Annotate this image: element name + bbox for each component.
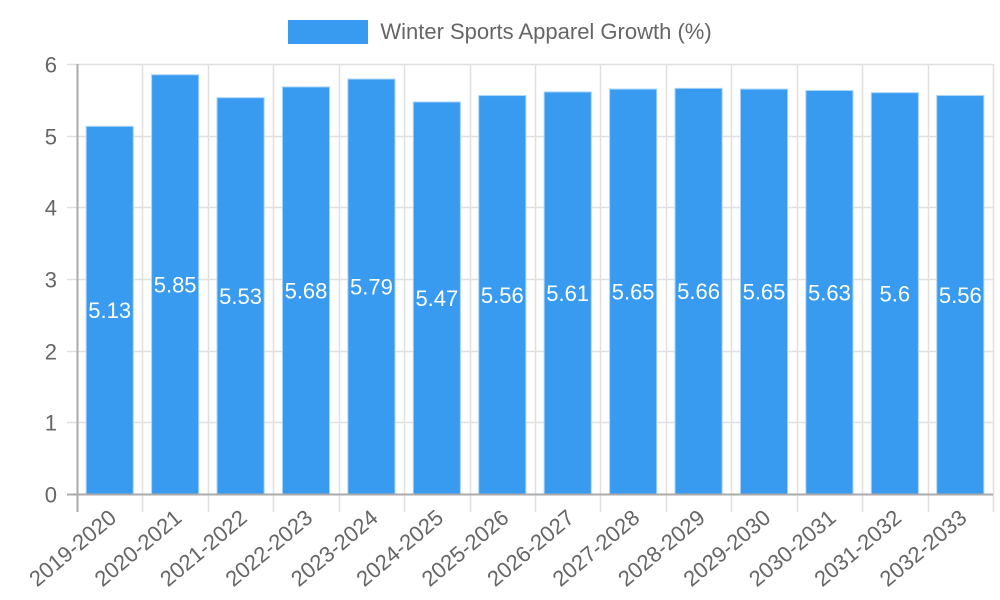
bar-value-label: 5.68 bbox=[285, 278, 328, 303]
bars bbox=[85, 74, 985, 495]
bar-value-label: 5.65 bbox=[743, 280, 786, 305]
y-axis-ticks: 0 1 2 3 4 5 6 bbox=[45, 53, 57, 508]
bar-value-label: 5.47 bbox=[415, 286, 458, 311]
axes bbox=[67, 64, 993, 512]
bar[interactable] bbox=[412, 101, 461, 495]
bar[interactable] bbox=[870, 92, 919, 495]
y-tick-label: 5 bbox=[45, 125, 57, 150]
gridlines bbox=[67, 63, 995, 512]
bar[interactable] bbox=[936, 95, 985, 495]
legend-swatch bbox=[288, 20, 369, 44]
bar[interactable] bbox=[609, 88, 658, 495]
bar[interactable] bbox=[281, 86, 331, 495]
bar-value-label: 5.79 bbox=[350, 275, 393, 300]
y-tick-label: 6 bbox=[45, 53, 57, 78]
bar-value-label: 5.6 bbox=[880, 281, 911, 306]
legend-item[interactable]: Winter Sports Apparel Growth (%) bbox=[288, 19, 712, 45]
bar-value-label: 5.56 bbox=[481, 283, 524, 308]
legend: Winter Sports Apparel Growth (%) bbox=[0, 16, 1000, 48]
value-labels: 5.13 5.85 5.53 5.68 5.79 5.47 5.56 5.61 5.65 5.66… bbox=[88, 272, 981, 323]
y-tick-label: 3 bbox=[45, 268, 57, 293]
bar-value-label: 5.63 bbox=[808, 280, 851, 305]
y-tick-label: 4 bbox=[45, 196, 57, 221]
bar-value-label: 5.85 bbox=[154, 272, 197, 297]
bar[interactable] bbox=[674, 87, 723, 495]
legend-label: Winter Sports Apparel Growth (%) bbox=[380, 19, 712, 44]
bar[interactable] bbox=[85, 125, 134, 495]
bar[interactable] bbox=[739, 88, 789, 495]
bar[interactable] bbox=[805, 90, 854, 495]
bar-value-label: 5.61 bbox=[546, 281, 589, 306]
bar-value-label: 5.13 bbox=[88, 298, 131, 323]
y-tick-label: 1 bbox=[45, 411, 57, 436]
bar-value-label: 5.56 bbox=[939, 283, 982, 308]
bar[interactable] bbox=[347, 78, 396, 495]
bar[interactable] bbox=[478, 95, 527, 495]
bar[interactable] bbox=[543, 91, 592, 495]
bar-value-label: 5.66 bbox=[677, 279, 720, 304]
y-tick-label: 0 bbox=[45, 483, 57, 508]
bar-value-label: 5.53 bbox=[219, 284, 262, 309]
x-axis-ticks: 2019-20202020-20212021-20222022-20232023… bbox=[24, 505, 971, 592]
y-tick-label: 2 bbox=[45, 340, 57, 365]
bar-value-label: 5.65 bbox=[612, 280, 655, 305]
